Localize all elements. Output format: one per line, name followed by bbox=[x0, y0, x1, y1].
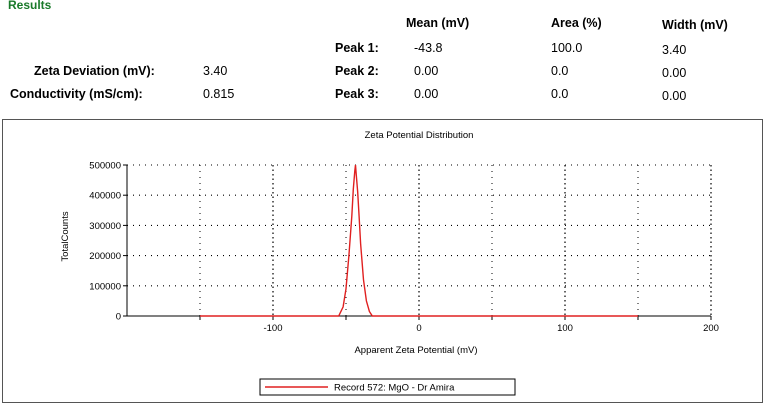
header-mean: Mean (mV) bbox=[406, 16, 470, 30]
peak-2-area: 0.0 bbox=[551, 64, 569, 78]
peak-1-width: 3.40 bbox=[662, 43, 687, 57]
y-tick-label: 400000 bbox=[89, 191, 121, 202]
y-axis-label: TotalCounts bbox=[60, 211, 71, 261]
chart-frame bbox=[2, 119, 763, 403]
x-tick-label: 100 bbox=[557, 323, 573, 334]
y-tick-label: 300000 bbox=[89, 221, 121, 232]
chart-title: Zeta Potential Distribution bbox=[365, 130, 474, 141]
conductivity-value: 0.815 bbox=[203, 87, 235, 101]
header-area: Area (%) bbox=[551, 16, 602, 30]
results-title: Results bbox=[8, 0, 52, 12]
y-tick-label: 500000 bbox=[89, 161, 121, 172]
zeta-deviation-label: Zeta Deviation (mV): bbox=[34, 64, 155, 78]
peak-1-mean: -43.8 bbox=[414, 41, 443, 55]
peak-2-mean: 0.00 bbox=[414, 64, 439, 78]
x-axis-label: Apparent Zeta Potential (mV) bbox=[354, 345, 477, 356]
legend-entry: Record 572: MgO - Dr Amira bbox=[334, 383, 455, 394]
peak-2-width: 0.00 bbox=[662, 66, 687, 80]
peak-1-area: 100.0 bbox=[551, 41, 583, 55]
peak-3-width: 0.00 bbox=[662, 89, 687, 103]
series-line bbox=[200, 164, 638, 317]
peak-3-area: 0.0 bbox=[551, 87, 569, 101]
y-tick-label: 200000 bbox=[89, 251, 121, 262]
x-tick-label: 200 bbox=[703, 323, 719, 334]
peak-1-label: Peak 1: bbox=[335, 41, 379, 55]
peak-3-mean: 0.00 bbox=[414, 87, 439, 101]
y-tick-label: 0 bbox=[116, 312, 121, 323]
peak-3-label: Peak 3: bbox=[335, 87, 379, 101]
x-tick-label: 0 bbox=[416, 323, 421, 334]
legend-box bbox=[259, 378, 516, 396]
peak-2-label: Peak 2: bbox=[335, 64, 379, 78]
x-tick-label: -100 bbox=[263, 323, 282, 334]
y-tick-label: 100000 bbox=[89, 281, 121, 292]
header-width: Width (mV) bbox=[662, 18, 728, 32]
zeta-deviation-value: 3.40 bbox=[203, 64, 228, 78]
conductivity-label: Conductivity (mS/cm): bbox=[10, 87, 143, 101]
